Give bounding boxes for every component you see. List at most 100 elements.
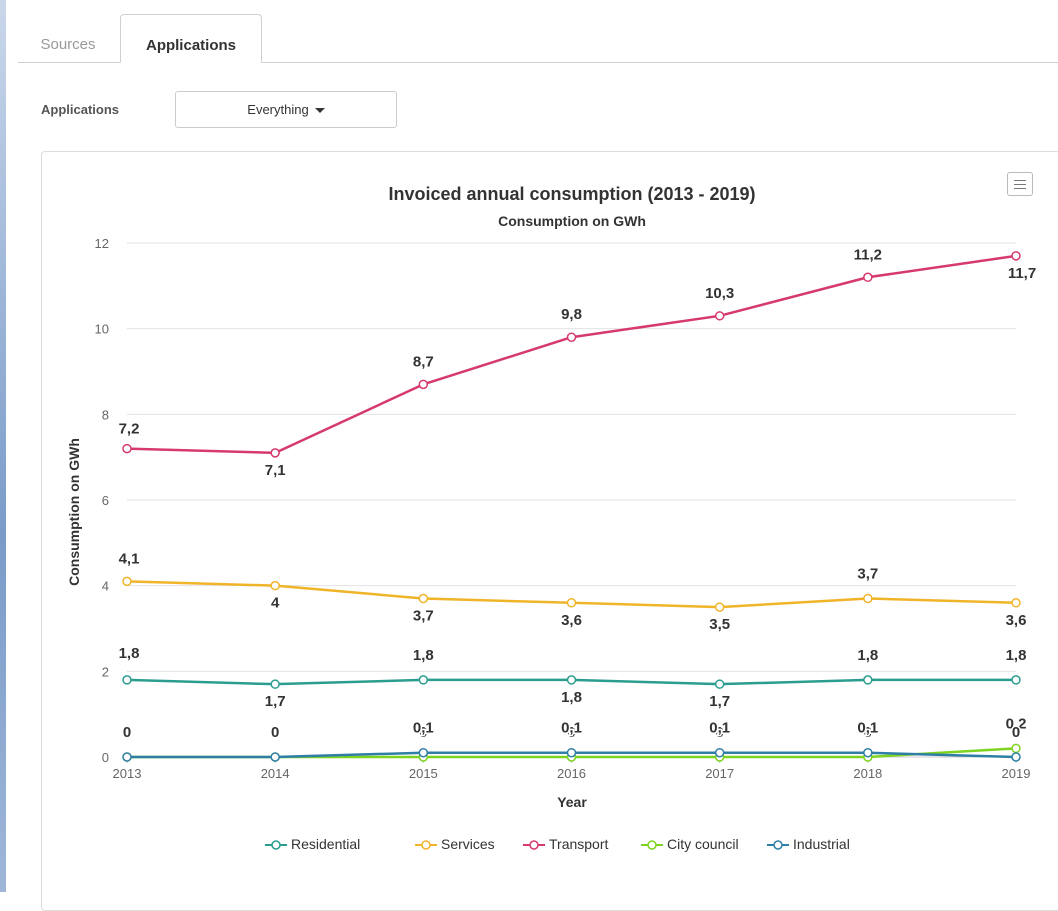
chart-legend: Residential Services Transport City council… xyxy=(0,836,1058,856)
data-point-residential xyxy=(566,675,577,685)
legend-marker-icon xyxy=(767,840,789,851)
legend-label: Residential xyxy=(291,836,361,852)
data-label-industrial: 0,1 xyxy=(857,720,878,737)
data-label-transport: 10,3 xyxy=(705,285,734,302)
data-label-industrial: 0,1 xyxy=(709,720,730,737)
data-label-industrial: 0 xyxy=(123,724,131,741)
data-point-transport xyxy=(566,332,577,342)
legend-item-industrial[interactable]: Industrial xyxy=(767,836,850,852)
tab-applications[interactable]: Applications xyxy=(120,14,262,63)
data-point-services xyxy=(1011,598,1021,608)
data-point-industrial xyxy=(863,747,873,758)
legend-label: City council xyxy=(667,836,739,852)
data-point-transport xyxy=(122,443,132,454)
y-tick-label: 12 xyxy=(95,236,109,251)
data-label-city-council: 0,2 xyxy=(1006,715,1027,732)
legend-item-services[interactable]: Services xyxy=(415,836,495,852)
data-label-services: 3,7 xyxy=(413,608,434,625)
series-line-transport xyxy=(126,254,1017,455)
data-point-industrial xyxy=(714,747,725,758)
x-axis-label: Year xyxy=(557,794,587,810)
legend-label: Industrial xyxy=(793,836,850,852)
y-tick-label: 4 xyxy=(102,579,109,594)
legend-marker-icon xyxy=(415,840,437,851)
hamburger-menu-icon[interactable] xyxy=(1007,172,1033,196)
y-tick-label: 6 xyxy=(102,493,109,508)
data-label-services: 4 xyxy=(271,595,280,612)
chart-panel xyxy=(41,151,1058,911)
data-label-services: 3,6 xyxy=(1006,612,1027,629)
y-tick-label: 2 xyxy=(102,664,109,679)
dropdown-selected-value: Everything xyxy=(247,102,309,117)
data-label-residential: 1,8 xyxy=(119,645,140,662)
data-point-residential xyxy=(122,675,132,685)
data-label-city-council: 0 xyxy=(567,724,575,741)
data-point-transport xyxy=(714,311,725,321)
applications-dropdown[interactable]: Everything xyxy=(175,91,397,128)
legend-item-residential[interactable]: Residential xyxy=(265,836,360,852)
data-point-transport xyxy=(270,448,280,458)
data-label-city-council: 0 xyxy=(864,724,872,741)
x-tick-label: 2017 xyxy=(705,766,734,781)
data-point-services xyxy=(863,593,873,604)
data-point-transport xyxy=(418,379,429,390)
data-label-transport: 7,2 xyxy=(119,421,140,438)
data-label-industrial: 0,1 xyxy=(413,720,434,737)
x-tick-label: 2019 xyxy=(1002,766,1031,781)
data-point-services xyxy=(418,593,429,604)
tab-sources[interactable]: Sources xyxy=(40,36,96,53)
data-label-services: 3,6 xyxy=(561,612,582,629)
data-point-city-council xyxy=(1011,743,1021,754)
data-point-industrial xyxy=(418,747,429,758)
x-tick-label: 2014 xyxy=(261,766,290,781)
applications-filter-label: Applications xyxy=(41,102,120,117)
legend-marker-icon xyxy=(265,840,287,851)
data-label-residential: 1,7 xyxy=(265,693,286,710)
legend-marker-icon xyxy=(523,840,545,851)
chart-subtitle: Consumption on GWh xyxy=(498,213,646,229)
data-point-services xyxy=(566,598,577,608)
caret-down-icon xyxy=(314,108,325,114)
data-label-residential: 1,8 xyxy=(413,647,434,664)
data-label-residential: 1,8 xyxy=(561,689,582,706)
data-label-services: 3,7 xyxy=(857,566,878,583)
chart-title: Invoiced annual consumption (2013 - 2019… xyxy=(388,184,755,204)
data-label-residential: 1,7 xyxy=(709,693,730,710)
data-point-residential xyxy=(714,679,725,689)
legend-label: Transport xyxy=(549,836,609,852)
data-point-industrial xyxy=(1011,752,1021,762)
data-label-transport: 11,7 xyxy=(1008,265,1036,282)
data-label-services: 4,1 xyxy=(119,550,140,567)
data-label-transport: 7,1 xyxy=(265,462,286,479)
legend-item-city-council[interactable]: City council xyxy=(641,836,739,852)
data-label-transport: 8,7 xyxy=(413,353,434,370)
data-point-industrial xyxy=(270,752,280,762)
data-label-city-council: 0 xyxy=(419,724,427,741)
legend-label: Services xyxy=(441,836,495,852)
data-label-city-council: 0 xyxy=(715,724,723,741)
x-tick-label: 2018 xyxy=(853,766,882,781)
data-label-industrial: 0 xyxy=(271,724,279,741)
data-point-industrial xyxy=(122,752,132,762)
data-point-residential xyxy=(1011,675,1021,685)
data-point-industrial xyxy=(566,747,577,758)
data-label-transport: 11,2 xyxy=(854,246,882,263)
y-tick-label: 10 xyxy=(95,322,109,337)
x-tick-label: 2015 xyxy=(409,766,438,781)
data-label-residential: 1,8 xyxy=(857,647,878,664)
data-point-services xyxy=(714,602,725,612)
data-point-residential xyxy=(863,675,873,685)
y-tick-label: 8 xyxy=(102,407,109,422)
data-label-industrial: 0 xyxy=(1012,724,1020,741)
data-point-services xyxy=(122,576,132,587)
y-tick-label: 0 xyxy=(102,750,109,765)
data-point-residential xyxy=(270,679,280,689)
legend-item-transport[interactable]: Transport xyxy=(523,836,608,852)
data-point-services xyxy=(270,580,280,591)
line-chart: Invoiced annual consumption (2013 - 2019… xyxy=(66,184,1038,810)
x-tick-label: 2013 xyxy=(113,766,142,781)
data-point-transport xyxy=(1011,251,1021,261)
data-point-residential xyxy=(418,675,429,685)
x-tick-label: 2016 xyxy=(557,766,586,781)
window-edge-decoration xyxy=(0,0,6,892)
